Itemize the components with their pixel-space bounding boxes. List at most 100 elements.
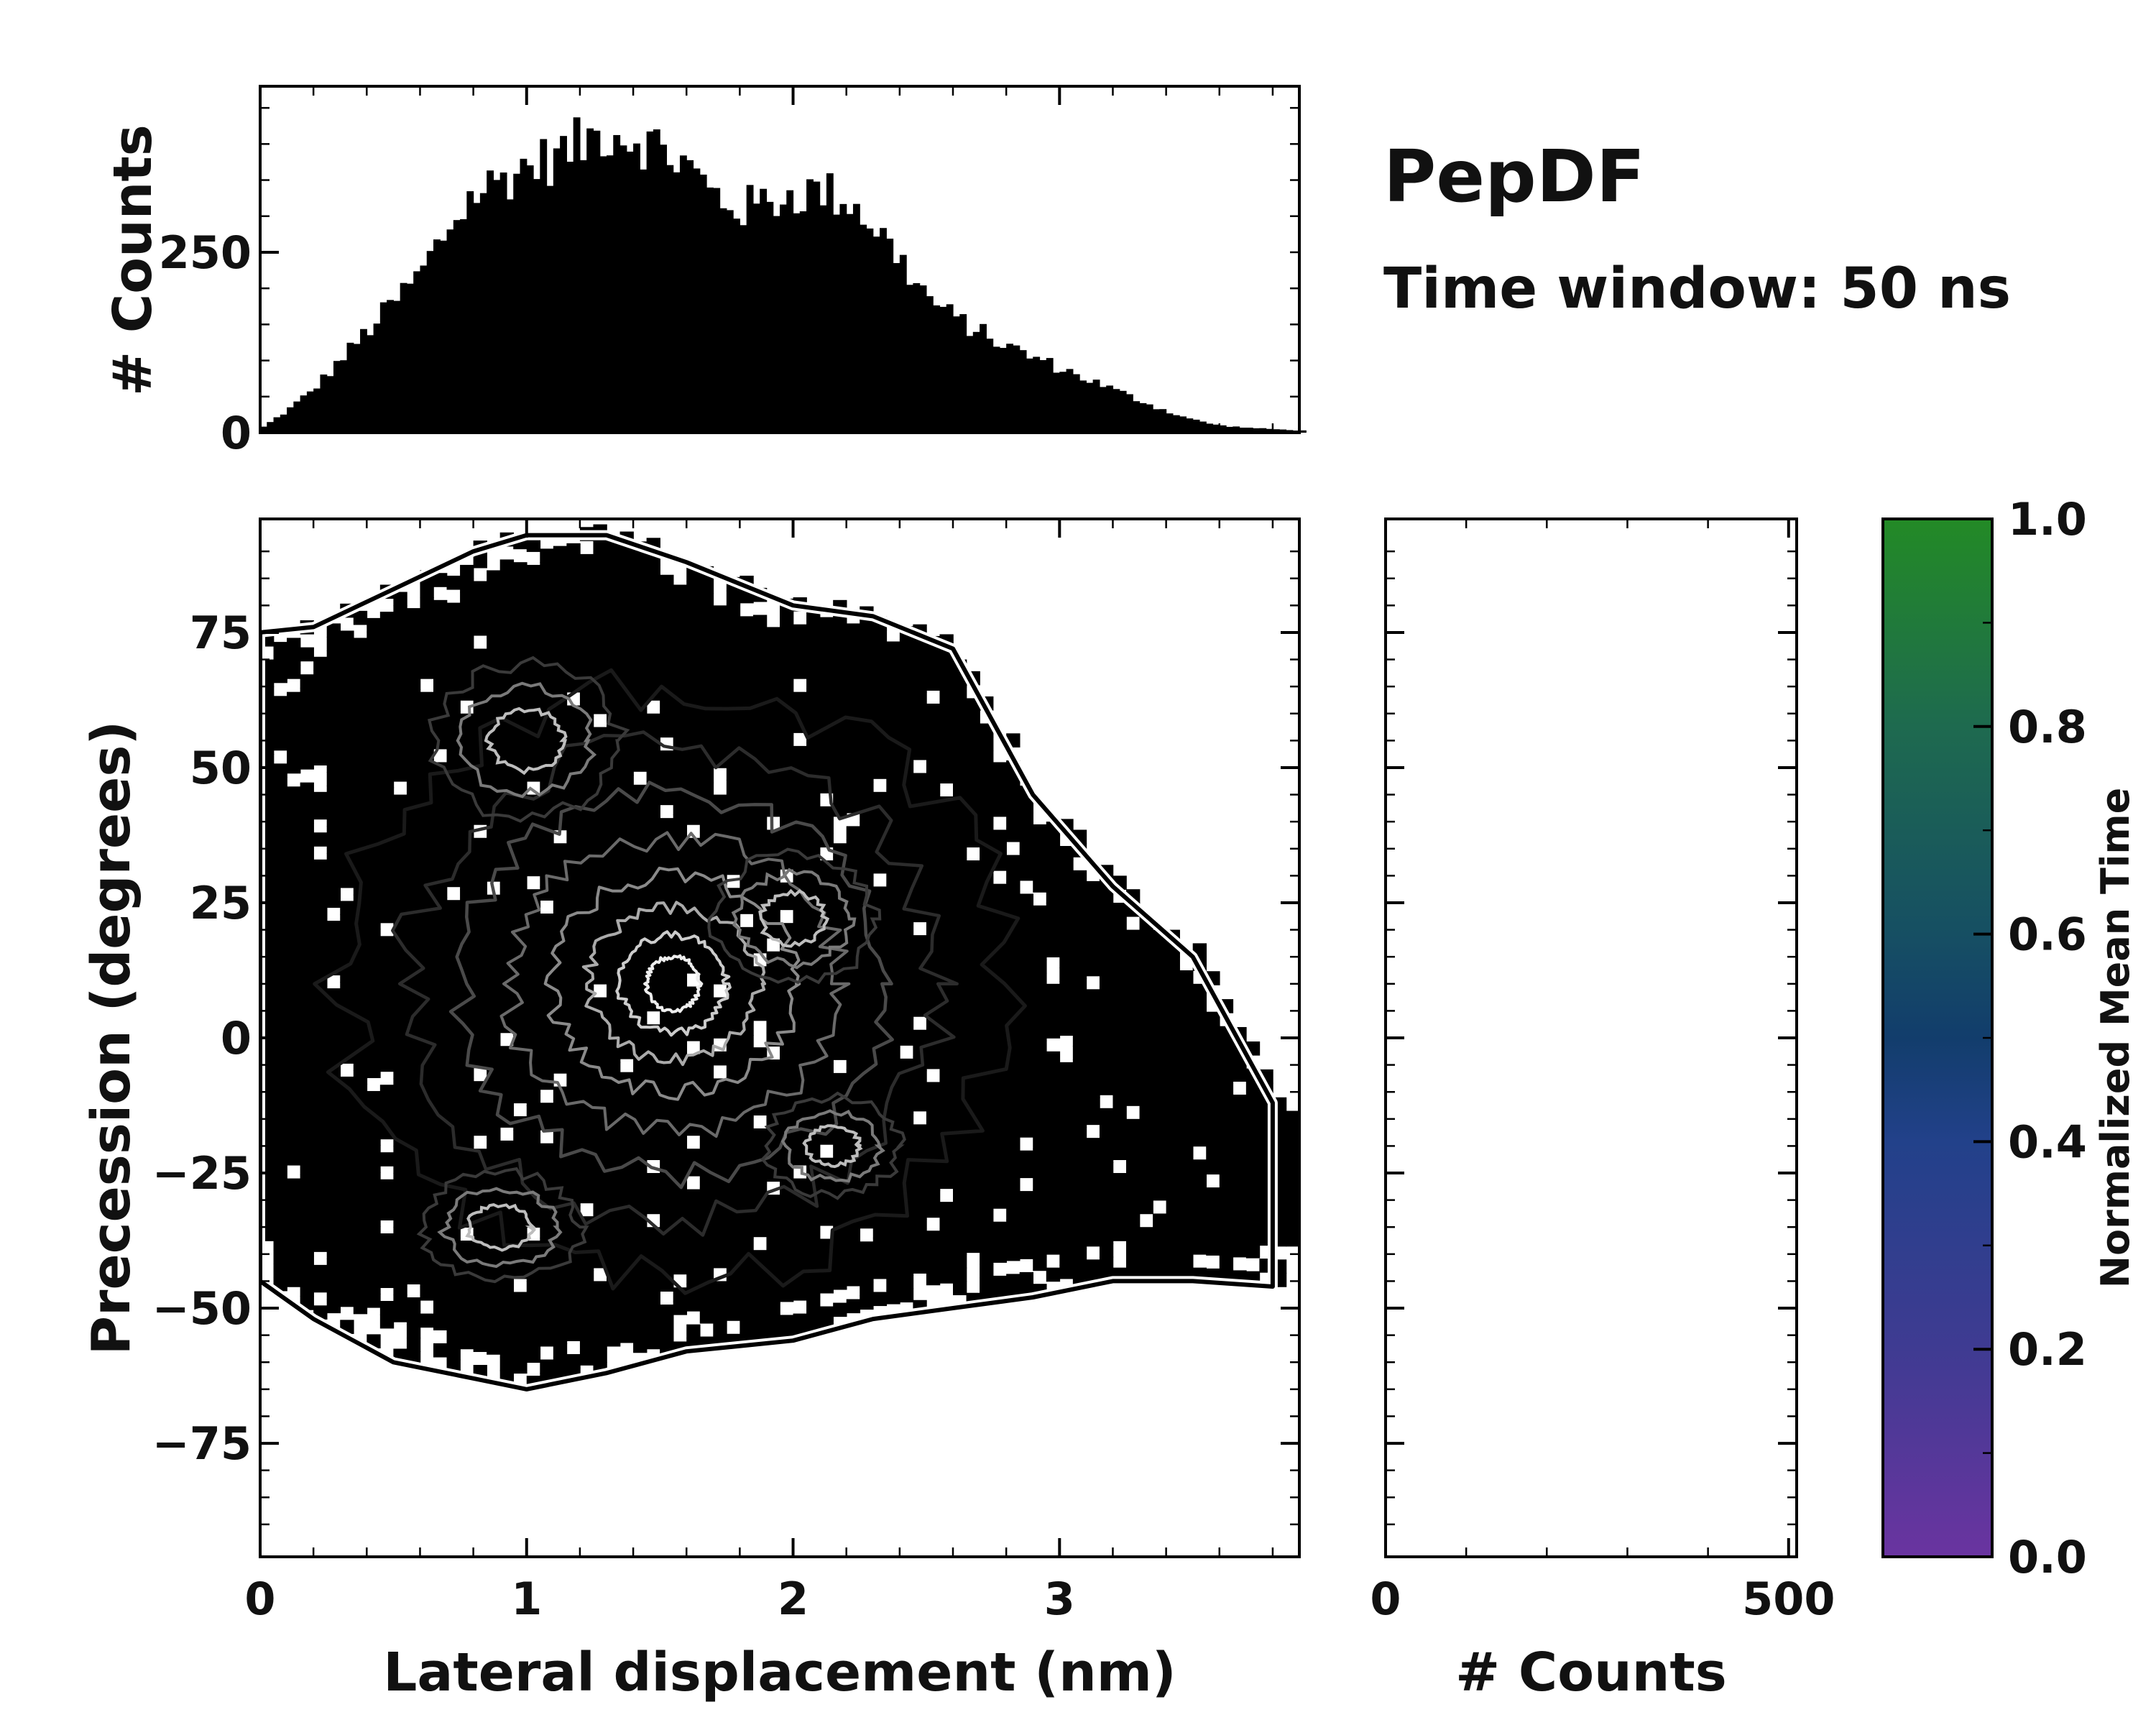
heatmap-cell bbox=[939, 769, 954, 784]
top-histogram-bar bbox=[972, 331, 980, 433]
heatmap-cell bbox=[300, 688, 314, 702]
heatmap-cell bbox=[566, 1273, 581, 1287]
heatmap-cell bbox=[1006, 855, 1021, 870]
heatmap-cell bbox=[766, 722, 780, 736]
heatmap-cell bbox=[1112, 1146, 1127, 1161]
heatmap-cell bbox=[526, 1078, 541, 1093]
heatmap-cell bbox=[1166, 970, 1180, 985]
heatmap-cell bbox=[287, 868, 301, 882]
heatmap-cell bbox=[686, 946, 701, 960]
heatmap-cell bbox=[1153, 1132, 1167, 1147]
heatmap-cell bbox=[566, 989, 581, 1003]
heatmap-cell bbox=[353, 1164, 368, 1179]
top-histogram-bar bbox=[640, 169, 648, 433]
heatmap-cell bbox=[780, 1085, 794, 1100]
heatmap-cell bbox=[899, 1261, 914, 1276]
heatmap-cell bbox=[992, 1195, 1007, 1209]
heatmap-cell bbox=[1072, 978, 1087, 993]
heatmap-cell bbox=[1245, 1095, 1261, 1110]
heatmap-cell bbox=[752, 817, 768, 832]
heatmap-cell bbox=[673, 827, 688, 842]
heatmap-cell bbox=[726, 1293, 741, 1307]
heatmap-cell bbox=[526, 578, 541, 593]
heatmap-cell bbox=[953, 929, 967, 944]
heatmap-cell bbox=[660, 588, 674, 603]
heatmap-cell bbox=[273, 804, 287, 819]
heatmap-cell bbox=[460, 1321, 474, 1336]
heatmap-cell bbox=[367, 1213, 381, 1227]
density-contour-lobe bbox=[758, 888, 830, 948]
heatmap-cell bbox=[1019, 921, 1034, 935]
heatmap-cell bbox=[1126, 929, 1141, 944]
heatmap-cell bbox=[673, 679, 688, 694]
heatmap-cell bbox=[513, 1143, 528, 1158]
heatmap-cell bbox=[926, 1095, 941, 1110]
heatmap-cell bbox=[793, 854, 807, 868]
heatmap-cell bbox=[846, 772, 861, 786]
top-histogram-bar bbox=[1099, 387, 1107, 433]
heatmap-cell bbox=[1033, 1189, 1047, 1204]
heatmap-cell bbox=[899, 869, 914, 884]
heatmap-cell bbox=[966, 1022, 980, 1037]
heatmap-cell bbox=[980, 1047, 994, 1062]
heatmap-cell bbox=[1086, 1138, 1100, 1152]
heatmap-cell bbox=[633, 1136, 648, 1151]
heatmap-cell bbox=[939, 1174, 954, 1190]
heatmap-cell bbox=[1086, 921, 1100, 936]
heatmap-cell bbox=[460, 862, 474, 877]
heatmap-cell bbox=[553, 1316, 568, 1330]
heatmap-cell bbox=[566, 1313, 581, 1328]
heatmap-cell bbox=[619, 1167, 634, 1181]
heatmap-cell bbox=[793, 745, 807, 760]
heatmap-cell bbox=[566, 638, 581, 653]
heatmap-cell bbox=[367, 1266, 381, 1281]
heatmap-cell bbox=[499, 965, 515, 980]
heatmap-cell bbox=[406, 878, 421, 893]
heatmap-cell bbox=[1059, 1116, 1074, 1131]
heatmap-cell bbox=[926, 758, 941, 772]
heatmap-cell bbox=[673, 908, 688, 924]
heatmap-cell bbox=[460, 1064, 474, 1080]
heatmap-cell bbox=[460, 1241, 474, 1255]
heatmap-cell bbox=[1139, 1038, 1153, 1052]
heatmap-cell bbox=[633, 744, 648, 758]
heatmap-cell bbox=[473, 878, 487, 893]
heatmap-cell bbox=[819, 1198, 834, 1213]
heatmap-cell bbox=[367, 672, 381, 686]
top-histogram-bar bbox=[899, 254, 907, 433]
right-histogram-xlabel: # Counts bbox=[1455, 1642, 1727, 1703]
heatmap-cell bbox=[526, 1335, 541, 1350]
heatmap-cell bbox=[300, 1215, 314, 1229]
heatmap-cell bbox=[287, 1083, 301, 1098]
heatmap-cell bbox=[540, 765, 554, 779]
heatmap-cell bbox=[899, 639, 914, 654]
heatmap-cell bbox=[992, 802, 1007, 817]
heatmap-cell bbox=[1059, 940, 1074, 955]
heatmap-cell bbox=[420, 1110, 434, 1126]
heatmap-cell bbox=[939, 1228, 954, 1243]
heatmap-cell bbox=[819, 617, 834, 632]
heatmap-cell bbox=[660, 628, 674, 643]
heatmap-cell bbox=[752, 1074, 768, 1089]
heatmap-cell bbox=[1033, 1081, 1047, 1095]
heatmap-cell bbox=[513, 602, 528, 617]
heatmap-cell bbox=[607, 1129, 621, 1144]
heatmap-cell bbox=[1219, 1107, 1234, 1122]
heatmap-cell bbox=[992, 992, 1007, 1006]
heatmap-cell bbox=[566, 894, 581, 909]
heatmap-cell bbox=[499, 654, 515, 668]
heatmap-cell bbox=[300, 863, 314, 878]
heatmap-cell bbox=[1072, 1248, 1087, 1263]
heatmap-cell bbox=[1112, 1227, 1127, 1241]
heatmap-cell bbox=[1219, 1080, 1234, 1095]
heatmap-cell bbox=[473, 919, 487, 934]
heatmap-cell bbox=[713, 1092, 727, 1106]
heatmap-cell bbox=[819, 1076, 834, 1091]
main-xlabel: Lateral displacement (nm) bbox=[383, 1642, 1176, 1703]
heatmap-cell bbox=[433, 599, 448, 615]
colorbar-tick-label: 0.2 bbox=[2008, 1323, 2087, 1376]
heatmap-cell bbox=[353, 1232, 368, 1247]
heatmap-cell bbox=[393, 1241, 407, 1255]
heatmap-cell bbox=[540, 846, 554, 860]
heatmap-cell bbox=[433, 573, 448, 587]
